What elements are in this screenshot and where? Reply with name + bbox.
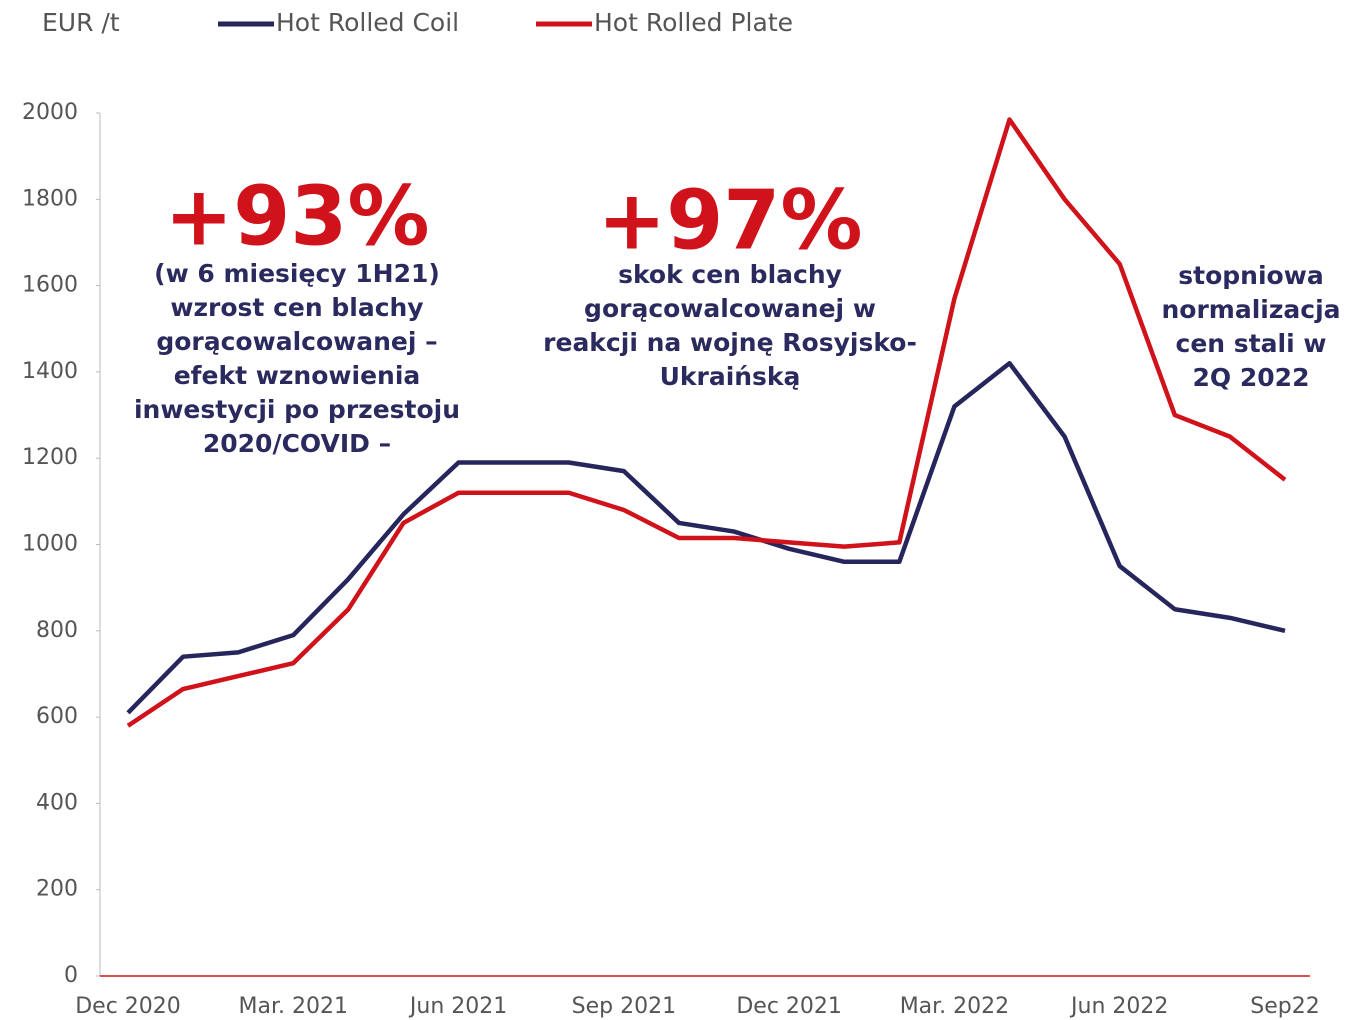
annotation-headline: +97% — [598, 173, 863, 268]
legend-label: Hot Rolled Plate — [594, 8, 793, 37]
x-tick-label: Dec 2021 — [736, 994, 842, 1019]
y-tick-label: 200 — [36, 877, 78, 902]
annotation-text: wzrost cen blachy — [170, 293, 423, 322]
y-tick-label: 1600 — [22, 273, 78, 298]
y-tick-label: 0 — [64, 963, 78, 988]
x-tick-label: Jun 2021 — [408, 994, 507, 1019]
series-line — [126, 117, 1287, 728]
annotation-text: (w 6 miesięcy 1H21) — [154, 259, 440, 288]
annotation-text: Ukraińską — [660, 362, 801, 391]
annotation-text: stopniowa — [1178, 261, 1323, 290]
y-tick-label: 600 — [36, 704, 78, 729]
annotation-text: 2Q 2022 — [1193, 363, 1310, 392]
x-tick-label: Sep 2021 — [572, 994, 676, 1019]
y-tick-label: 2000 — [22, 100, 78, 125]
annotation-text: reakcji na wojnę Rosyjsko- — [543, 328, 917, 357]
y-tick-label: 1200 — [22, 445, 78, 470]
x-tick-label: Jun 2022 — [1069, 994, 1168, 1019]
x-tick-label: Mar. 2022 — [900, 994, 1009, 1019]
y-tick-label: 800 — [36, 618, 78, 643]
y-tick-label: 1800 — [22, 186, 78, 211]
annotation-text: normalizacja — [1161, 295, 1340, 324]
y-axis-label: EUR /t — [42, 8, 120, 37]
annotation-text: gorącowalcowanej w — [584, 294, 876, 323]
annotation-text: cen stali w — [1176, 329, 1327, 358]
x-tick-label: Mar. 2021 — [239, 994, 348, 1019]
annotation-text: skok cen blachy — [618, 260, 842, 289]
annotation-text: efekt wznowienia — [174, 361, 421, 390]
x-tick-label: Dec 2020 — [75, 994, 181, 1019]
y-tick-label: 400 — [36, 790, 78, 815]
annotation-text: gorącowalcowanej – — [156, 327, 437, 356]
legend-label: Hot Rolled Coil — [276, 8, 459, 37]
annotation-text: 2020/COVID – — [203, 429, 391, 458]
y-tick-label: 1000 — [22, 532, 78, 557]
series-line — [126, 361, 1286, 715]
annotation-text: inwestycji po przestoju — [134, 395, 460, 424]
y-tick-label: 1400 — [22, 359, 78, 384]
x-tick-label: Sep22 — [1250, 994, 1319, 1019]
annotation-headline: +93% — [165, 169, 430, 264]
